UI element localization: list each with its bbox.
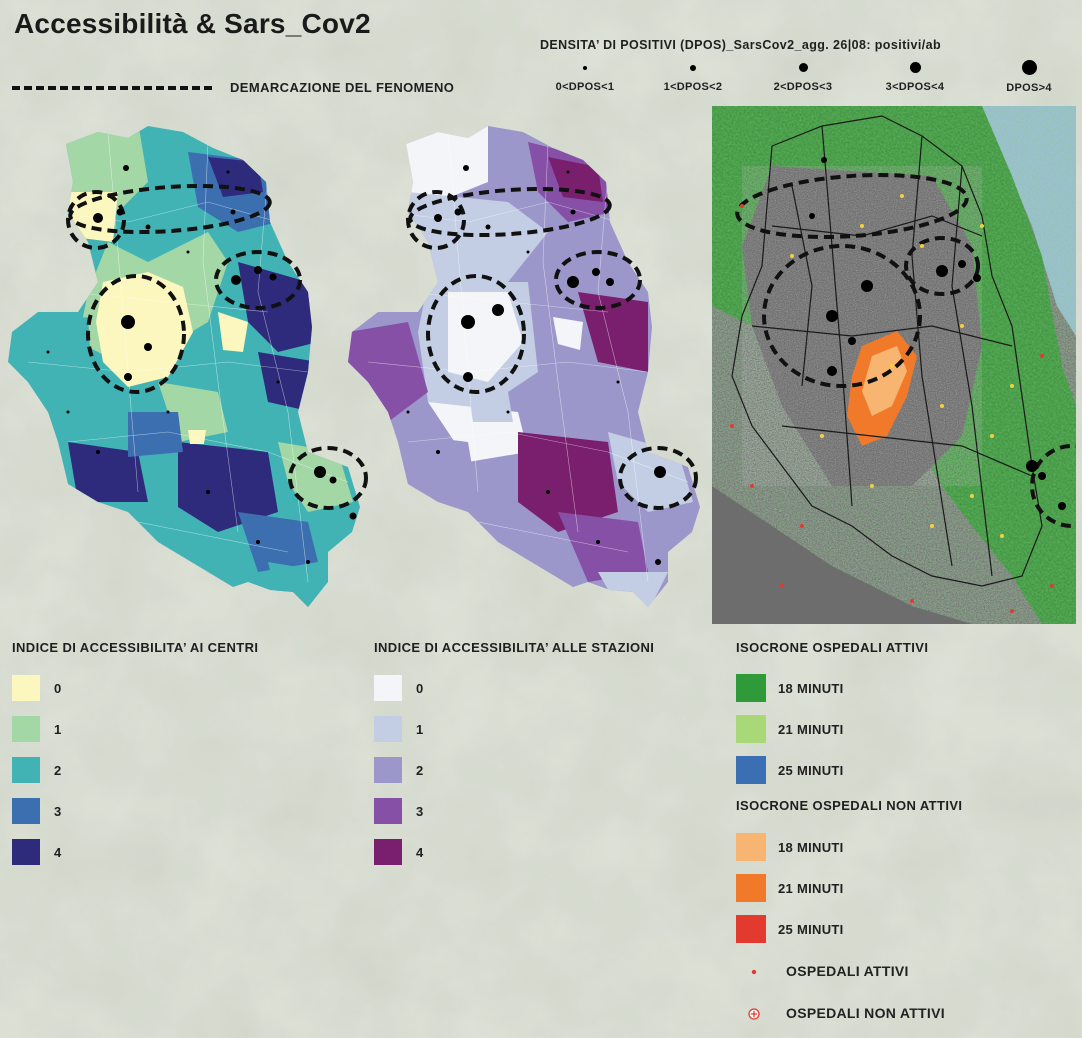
demarcation-dashed-line-icon bbox=[12, 86, 212, 90]
map-accessibilita-centri[interactable] bbox=[8, 112, 368, 622]
legend-attivi-label-1: 21 MINUTI bbox=[778, 722, 844, 737]
density-class-2: 2<DPOS<3 bbox=[748, 60, 858, 93]
density-class-label: 1<DPOS<2 bbox=[663, 81, 723, 93]
legend-stazioni-swatch-3 bbox=[374, 798, 402, 824]
ospedale-non-attivo-icon bbox=[748, 1008, 760, 1020]
density-class-label: 2<DPOS<3 bbox=[773, 81, 833, 93]
legend-centri-swatch-4 bbox=[12, 839, 40, 865]
density-class-label: DPOS>4 bbox=[1006, 82, 1052, 94]
legend-centri-swatch-2 bbox=[12, 757, 40, 783]
legend-attivi-swatch-1 bbox=[736, 715, 766, 743]
legend-ospedali-non-attivi-title: ISOCRONE OSPEDALI NON ATTIVI bbox=[736, 798, 963, 813]
legend-stazioni-label-4: 4 bbox=[416, 845, 424, 860]
legend-stazioni-label-2: 2 bbox=[416, 763, 424, 778]
legend-ospedali-attivi-title: ISOCRONE OSPEDALI ATTIVI bbox=[736, 640, 929, 655]
legend-non-attivi-label-2: 25 MINUTI bbox=[778, 922, 844, 937]
demarcation-label: DEMARCAZIONE DEL FENOMENO bbox=[230, 80, 455, 95]
ospedali-non-attivi-label: OSPEDALI NON ATTIVI bbox=[786, 1005, 945, 1021]
ospedale-attivo-icon bbox=[751, 969, 757, 975]
legend-stazioni-label-1: 1 bbox=[416, 722, 424, 737]
density-class-3: 3<DPOS<4 bbox=[860, 60, 970, 93]
map-accessibilita-stazioni[interactable] bbox=[348, 112, 708, 622]
legend-centri-label-4: 4 bbox=[54, 845, 62, 860]
legend-centri-label-2: 2 bbox=[54, 763, 62, 778]
legend-centri-label-0: 0 bbox=[54, 681, 62, 696]
density-legend-title: DENSITA’ DI POSITIVI (DPOS)_SarsCov2_agg… bbox=[540, 38, 941, 52]
legend-centri-title: INDICE DI ACCESSIBILITA’ AI CENTRI bbox=[12, 640, 259, 655]
density-class-label: 3<DPOS<4 bbox=[885, 81, 945, 93]
legend-stazioni-label-0: 0 bbox=[416, 681, 424, 696]
legend-non-attivi-swatch-1 bbox=[736, 874, 766, 902]
legend-non-attivi-swatch-0 bbox=[736, 833, 766, 861]
density-class-label: 0<DPOS<1 bbox=[555, 81, 615, 93]
legend-attivi-swatch-0 bbox=[736, 674, 766, 702]
density-class-1: 1<DPOS<2 bbox=[638, 60, 748, 93]
ospedali-attivi-label: OSPEDALI ATTIVI bbox=[786, 963, 909, 979]
density-class-0: 0<DPOS<1 bbox=[530, 60, 640, 93]
legend-non-attivi-swatch-2 bbox=[736, 915, 766, 943]
legend-stazioni-swatch-0 bbox=[374, 675, 402, 701]
density-dot-icon bbox=[909, 62, 921, 73]
legend-non-attivi-label-1: 21 MINUTI bbox=[778, 881, 844, 896]
map-isocrone-ospedali[interactable] bbox=[712, 106, 1076, 624]
legend-stazioni-title: INDICE DI ACCESSIBILITA’ ALLE STAZIONI bbox=[374, 640, 655, 655]
density-dot-icon bbox=[798, 63, 808, 72]
legend-attivi-label-0: 18 MINUTI bbox=[778, 681, 844, 696]
legend-non-attivi-label-0: 18 MINUTI bbox=[778, 840, 844, 855]
page-title: Accessibilità & Sars_Cov2 bbox=[14, 8, 371, 39]
density-dot-icon bbox=[690, 65, 696, 71]
legend-centri-label-3: 3 bbox=[54, 804, 62, 819]
legend-stazioni-label-3: 3 bbox=[416, 804, 424, 819]
legend-attivi-label-2: 25 MINUTI bbox=[778, 763, 844, 778]
legend-stazioni-swatch-2 bbox=[374, 757, 402, 783]
density-class-4: DPOS>4 bbox=[974, 60, 1082, 94]
legend-attivi-swatch-2 bbox=[736, 756, 766, 784]
legend-centri-swatch-0 bbox=[12, 675, 40, 701]
legend-centri-label-1: 1 bbox=[54, 722, 62, 737]
density-dot-icon bbox=[1021, 60, 1037, 75]
legend-stazioni-swatch-4 bbox=[374, 839, 402, 865]
legend-centri-swatch-1 bbox=[12, 716, 40, 742]
density-dot-icon bbox=[583, 66, 587, 70]
legend-centri-swatch-3 bbox=[12, 798, 40, 824]
legend-stazioni-swatch-1 bbox=[374, 716, 402, 742]
